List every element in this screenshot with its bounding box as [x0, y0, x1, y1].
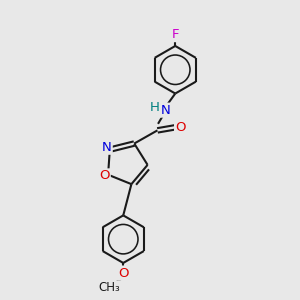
Text: CH₃: CH₃	[98, 281, 120, 294]
Text: O: O	[118, 266, 128, 280]
Text: N: N	[160, 104, 170, 117]
Text: H: H	[149, 101, 159, 114]
Text: O: O	[99, 169, 110, 182]
Text: N: N	[102, 141, 112, 154]
Text: F: F	[172, 28, 179, 41]
Text: O: O	[175, 121, 186, 134]
